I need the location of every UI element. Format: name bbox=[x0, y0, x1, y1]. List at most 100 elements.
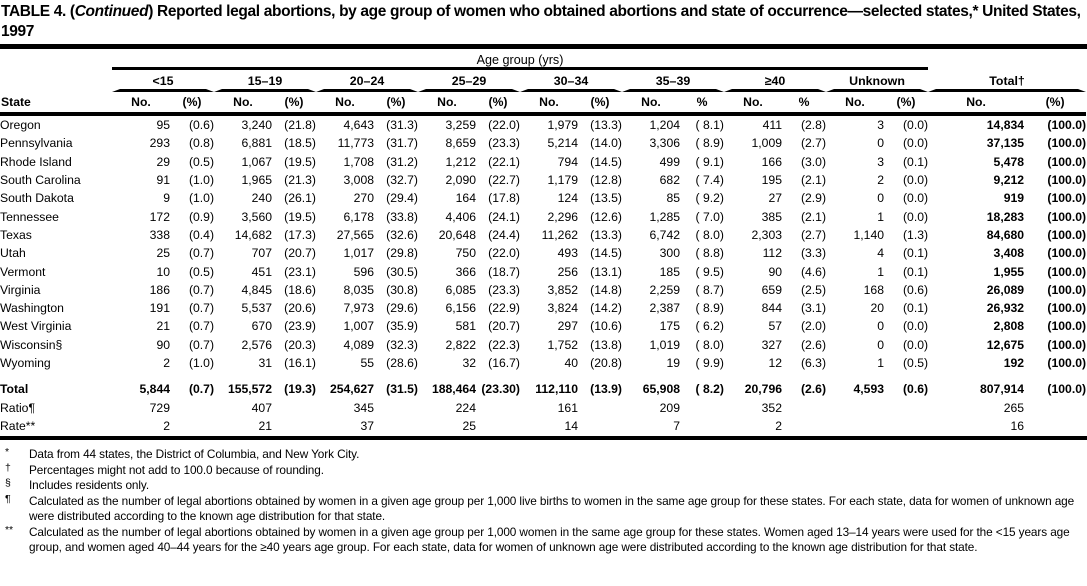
footnote-marker: * bbox=[5, 446, 9, 459]
cell: (2.7) bbox=[800, 136, 826, 151]
cell: 65,908 bbox=[642, 382, 680, 397]
cell: (0.7) bbox=[188, 337, 214, 352]
cell: (12.6) bbox=[590, 209, 622, 224]
cell bbox=[680, 417, 724, 435]
cell: 25 bbox=[462, 418, 476, 433]
table-row: West Virginia 21 (0.7) 670 (23.9) 1,007 (35.9)… bbox=[0, 317, 1086, 335]
cell: (2.5) bbox=[800, 282, 826, 297]
cell: 166 bbox=[761, 154, 782, 169]
cell: (100.0) bbox=[1047, 136, 1087, 151]
cell bbox=[374, 417, 418, 435]
cell: 1,285 bbox=[649, 209, 681, 224]
cell: (22.9) bbox=[488, 301, 520, 316]
cell: 3,259 bbox=[445, 118, 477, 133]
cell: 112,110 bbox=[535, 382, 578, 397]
cell: 3,560 bbox=[241, 209, 273, 224]
cell: 10 bbox=[156, 264, 170, 279]
cell bbox=[680, 398, 724, 416]
cell: (30.8) bbox=[386, 282, 418, 297]
cell: 5,214 bbox=[547, 136, 579, 151]
cell: (22.3) bbox=[488, 337, 520, 352]
cell: (0.8) bbox=[188, 136, 214, 151]
footnote-marker: § bbox=[5, 477, 11, 490]
cell: ( 8.0) bbox=[695, 337, 724, 352]
cell: (21.8) bbox=[284, 118, 316, 133]
group-header-15-19: 15–19 bbox=[214, 70, 316, 93]
cell: (17.3) bbox=[284, 227, 316, 242]
cell bbox=[578, 398, 622, 416]
state-name: Rhode Island bbox=[0, 154, 72, 169]
cell: 2 bbox=[877, 173, 884, 188]
cell: 265 bbox=[1003, 400, 1025, 415]
footnote-text: Calculated as the number of legal aborti… bbox=[29, 493, 1075, 524]
cell: 84,680 bbox=[986, 227, 1025, 242]
title-rest: ) Reported legal abortions, by age group… bbox=[1, 3, 1081, 40]
cell: 224 bbox=[455, 400, 476, 415]
col-header-pct: (%) bbox=[374, 92, 418, 117]
cell: 6,742 bbox=[649, 227, 681, 242]
cell: (100.0) bbox=[1047, 227, 1087, 242]
cell bbox=[884, 398, 928, 416]
cell: 91 bbox=[156, 173, 170, 188]
cell: (0.5) bbox=[188, 264, 214, 279]
spacer-cell bbox=[0, 53, 112, 70]
footnote-text: Calculated as the number of legal aborti… bbox=[29, 524, 1070, 555]
cell: 411 bbox=[762, 118, 782, 133]
cell: 4,593 bbox=[853, 382, 885, 397]
cell bbox=[826, 398, 884, 416]
cell: 1,019 bbox=[649, 337, 681, 352]
state-name: Oregon bbox=[0, 118, 41, 133]
cell: 5,537 bbox=[241, 301, 273, 316]
cell: (23.9) bbox=[284, 319, 316, 334]
table-row: Tennessee 172 (0.9) 3,560 (19.5) 6,178 (33.8) 4… bbox=[0, 208, 1086, 226]
cell: 0 bbox=[877, 319, 884, 334]
cell: 4,089 bbox=[343, 337, 375, 352]
cell: 2,387 bbox=[649, 301, 681, 316]
cell: 195 bbox=[761, 173, 782, 188]
state-name: Wyoming bbox=[0, 356, 51, 371]
cell: (1.0) bbox=[188, 173, 214, 188]
cell: 1,965 bbox=[241, 173, 273, 188]
cell: (24.4) bbox=[488, 227, 520, 242]
cell: 8,659 bbox=[445, 136, 477, 151]
cell: (2.1) bbox=[800, 173, 826, 188]
cell bbox=[374, 398, 418, 416]
cell: (100.0) bbox=[1047, 173, 1087, 188]
state-name: Utah bbox=[0, 246, 26, 261]
cell: 2 bbox=[163, 356, 170, 371]
table-row: Utah 25 (0.7) 707 (20.7) 1,017 (29.8) 750 (22.0)… bbox=[0, 244, 1086, 262]
cell: ( 8.2) bbox=[695, 382, 724, 397]
cell: 407 bbox=[251, 400, 272, 415]
cell: (32.3) bbox=[386, 337, 418, 352]
cell: 57 bbox=[768, 319, 782, 334]
group-header-total: Total† bbox=[928, 70, 1087, 93]
cell: 12 bbox=[768, 356, 782, 371]
group-header-30-34: 30–34 bbox=[520, 70, 622, 93]
cell: 5,844 bbox=[139, 382, 171, 397]
cell: (14.5) bbox=[590, 246, 622, 261]
state-name: Pennsylvania bbox=[0, 136, 73, 151]
cell: 85 bbox=[666, 191, 680, 206]
cell: (18.5) bbox=[284, 136, 316, 151]
cell: 192 bbox=[1003, 356, 1025, 371]
cell: 1,212 bbox=[445, 154, 477, 169]
col-header-pct: (%) bbox=[476, 92, 520, 117]
cell: (0.7) bbox=[188, 282, 214, 297]
cell: 90 bbox=[768, 264, 782, 279]
cell: ( 6.2) bbox=[695, 319, 724, 334]
cell: 919 bbox=[1003, 191, 1025, 206]
cell: 3,852 bbox=[547, 282, 579, 297]
table-row: Ratio¶ 729 407 345 224 161 209 352 265 bbox=[0, 398, 1086, 416]
spacer-cell bbox=[928, 53, 1086, 70]
col-header-no: No. bbox=[214, 92, 272, 117]
cell: (31.5) bbox=[386, 382, 418, 397]
footnote-marker: ¶ bbox=[5, 492, 11, 505]
cell: 172 bbox=[149, 209, 170, 224]
cell: 12,675 bbox=[986, 337, 1025, 352]
cell: 345 bbox=[353, 400, 374, 415]
cell: (31.7) bbox=[386, 136, 418, 151]
cell: (0.7) bbox=[188, 246, 214, 261]
cell: 3,008 bbox=[343, 173, 375, 188]
cell: 185 bbox=[659, 264, 680, 279]
cell: (13.9) bbox=[590, 382, 622, 397]
